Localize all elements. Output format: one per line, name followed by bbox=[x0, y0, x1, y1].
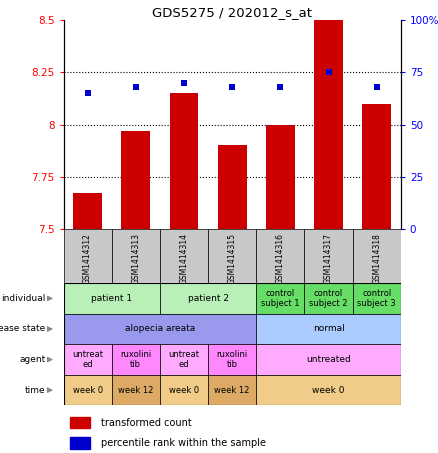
Text: week 0: week 0 bbox=[73, 386, 102, 395]
Point bbox=[180, 79, 187, 87]
Bar bbox=[121, 131, 150, 229]
Text: percentile rank within the sample: percentile rank within the sample bbox=[101, 438, 265, 448]
Text: week 0: week 0 bbox=[169, 386, 199, 395]
Bar bbox=[266, 125, 295, 229]
Text: control
subject 3: control subject 3 bbox=[357, 289, 396, 308]
Text: ruxolini
tib: ruxolini tib bbox=[120, 350, 152, 369]
Bar bbox=[353, 283, 401, 313]
Text: GSM1414312: GSM1414312 bbox=[83, 233, 92, 284]
Text: control
subject 1: control subject 1 bbox=[261, 289, 300, 308]
Text: week 0: week 0 bbox=[312, 386, 345, 395]
Text: untreated: untreated bbox=[306, 355, 351, 364]
Bar bbox=[64, 375, 112, 405]
Text: GSM1414317: GSM1414317 bbox=[324, 233, 333, 284]
Text: week 12: week 12 bbox=[215, 386, 250, 395]
Bar bbox=[160, 283, 256, 313]
Bar bbox=[112, 375, 160, 405]
Bar bbox=[256, 313, 401, 344]
Text: disease state: disease state bbox=[0, 324, 46, 333]
Bar bbox=[353, 229, 401, 283]
Text: GSM1414315: GSM1414315 bbox=[228, 233, 237, 284]
Bar bbox=[256, 375, 401, 405]
Bar bbox=[160, 229, 208, 283]
Text: ruxolini
tib: ruxolini tib bbox=[216, 350, 248, 369]
Bar bbox=[304, 229, 353, 283]
Bar bbox=[256, 344, 401, 375]
Text: time: time bbox=[25, 386, 46, 395]
Bar bbox=[160, 375, 208, 405]
Point bbox=[84, 90, 91, 97]
Text: alopecia areata: alopecia areata bbox=[125, 324, 195, 333]
Text: patient 2: patient 2 bbox=[187, 294, 229, 303]
Text: control
subject 2: control subject 2 bbox=[309, 289, 348, 308]
Bar bbox=[112, 229, 160, 283]
Text: patient 1: patient 1 bbox=[91, 294, 132, 303]
Text: GSM1414318: GSM1414318 bbox=[372, 233, 381, 284]
Title: GDS5275 / 202012_s_at: GDS5275 / 202012_s_at bbox=[152, 6, 312, 19]
Point bbox=[373, 83, 380, 91]
Bar bbox=[208, 375, 256, 405]
Bar bbox=[256, 283, 304, 313]
Bar bbox=[170, 93, 198, 229]
Bar bbox=[208, 344, 256, 375]
Text: agent: agent bbox=[19, 355, 46, 364]
Bar bbox=[218, 145, 247, 229]
Point bbox=[132, 83, 139, 91]
Bar bbox=[64, 344, 112, 375]
Bar bbox=[70, 417, 91, 429]
Bar bbox=[64, 283, 160, 313]
Text: GSM1414313: GSM1414313 bbox=[131, 233, 140, 284]
Text: GSM1414314: GSM1414314 bbox=[180, 233, 188, 284]
Text: week 12: week 12 bbox=[118, 386, 153, 395]
Bar bbox=[362, 104, 391, 229]
Bar bbox=[64, 229, 112, 283]
Bar bbox=[304, 283, 353, 313]
Point bbox=[229, 83, 236, 91]
Bar bbox=[314, 20, 343, 229]
Text: normal: normal bbox=[313, 324, 344, 333]
Bar bbox=[73, 193, 102, 229]
Bar bbox=[256, 229, 304, 283]
Bar bbox=[208, 229, 256, 283]
Bar bbox=[70, 437, 91, 448]
Point bbox=[325, 69, 332, 76]
Bar bbox=[160, 344, 208, 375]
Text: untreat
ed: untreat ed bbox=[72, 350, 103, 369]
Text: transformed count: transformed count bbox=[101, 418, 191, 428]
Text: untreat
ed: untreat ed bbox=[169, 350, 199, 369]
Point bbox=[277, 83, 284, 91]
Text: GSM1414316: GSM1414316 bbox=[276, 233, 285, 284]
Text: individual: individual bbox=[1, 294, 46, 303]
Bar bbox=[112, 344, 160, 375]
Bar bbox=[64, 313, 256, 344]
